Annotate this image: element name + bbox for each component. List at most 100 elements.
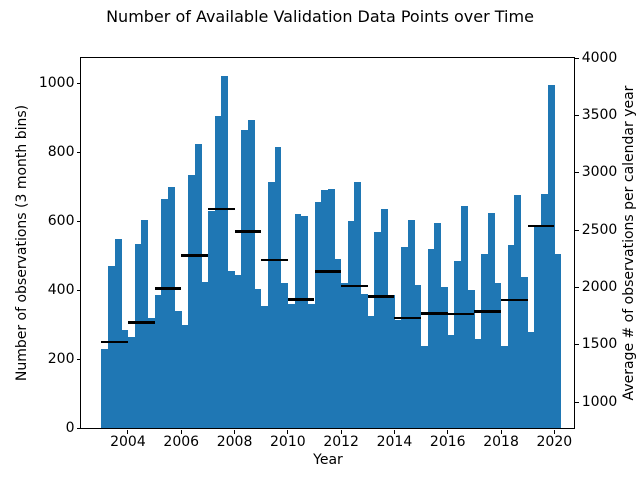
bar	[307, 304, 315, 429]
x-tick-mark	[234, 429, 236, 434]
bar	[514, 195, 522, 429]
year-average-marker	[341, 284, 368, 288]
x-tick-label: 2010	[270, 434, 306, 450]
y-tick-mark-left	[76, 82, 81, 84]
bar	[194, 143, 202, 429]
bar	[454, 260, 462, 429]
bar	[554, 254, 562, 429]
bar	[214, 116, 222, 429]
bar	[547, 85, 555, 429]
bar	[167, 186, 175, 429]
x-tick-label: 2016	[429, 434, 466, 450]
bar	[241, 129, 249, 429]
y-tick-mark-right	[574, 57, 579, 59]
bar	[147, 317, 155, 429]
year-average-marker	[314, 270, 342, 273]
y-tick-label-left: 200	[47, 350, 75, 367]
year-average-marker	[207, 207, 235, 211]
y-tick-label-right: 2500	[581, 221, 618, 238]
y-tick-label-right: 2000	[581, 279, 618, 295]
y-tick-label-left: 800	[47, 143, 75, 160]
year-average-marker	[367, 295, 395, 298]
bar	[314, 202, 322, 429]
bar	[321, 190, 329, 429]
bar	[254, 288, 262, 429]
x-tick-mark	[553, 429, 555, 434]
y-tick-label-right: 4000	[581, 49, 618, 66]
year-average-marker	[234, 230, 262, 233]
bar	[261, 305, 269, 429]
y-tick-mark-left	[76, 427, 81, 429]
bar	[387, 295, 395, 429]
bar	[447, 335, 455, 429]
y-tick-label-left: 0	[65, 419, 75, 436]
bar	[107, 266, 115, 429]
bar	[187, 174, 195, 429]
year-average-marker	[101, 340, 128, 344]
bar	[127, 336, 135, 429]
y-tick-mark-right	[574, 344, 579, 346]
bar	[294, 214, 302, 429]
y-tick-label-right: 1000	[581, 393, 618, 410]
y-tick-mark-right	[574, 287, 579, 288]
bar	[161, 198, 169, 429]
bar	[114, 238, 122, 429]
bar	[234, 274, 242, 429]
bar	[374, 231, 382, 429]
x-axis-label: Year	[313, 452, 343, 468]
x-tick-mark	[127, 429, 129, 434]
bar	[227, 271, 235, 429]
bar	[207, 210, 215, 429]
bar	[487, 212, 495, 429]
y-tick-mark-right	[574, 172, 579, 174]
x-tick-label: 2004	[110, 434, 146, 450]
bar	[407, 219, 415, 429]
x-tick-label: 2006	[163, 434, 200, 450]
bar	[221, 76, 229, 429]
y-tick-mark-right	[574, 115, 579, 117]
x-tick-label: 2020	[536, 434, 573, 450]
bar	[361, 293, 369, 429]
bar	[481, 254, 488, 429]
x-tick-label: 2014	[376, 434, 413, 450]
bar	[441, 286, 449, 429]
bar	[341, 283, 349, 429]
bar	[134, 243, 142, 429]
year-average-marker	[394, 316, 422, 320]
y-tick-label-left: 600	[47, 212, 75, 229]
year-average-marker	[501, 298, 528, 302]
year-average-marker	[527, 224, 555, 228]
y-tick-mark-left	[76, 151, 81, 153]
bar	[281, 283, 289, 429]
bar	[507, 245, 515, 429]
year-average-marker	[287, 298, 315, 301]
bar	[334, 259, 342, 429]
y-axis-label-right-text: Average # of observations per calendar y…	[621, 85, 637, 401]
year-average-marker	[261, 258, 288, 262]
x-tick-mark	[180, 429, 182, 434]
year-average-marker	[181, 254, 208, 257]
bar	[247, 119, 255, 429]
chart-title: Number of Available Validation Data Poin…	[106, 7, 534, 26]
bar	[381, 209, 389, 429]
bar	[154, 295, 162, 429]
y-tick-mark-right	[574, 401, 579, 403]
bar	[101, 348, 109, 429]
bar	[461, 205, 469, 429]
y-tick-label-left: 400	[47, 281, 75, 298]
bar	[287, 304, 295, 429]
bar	[521, 276, 528, 429]
x-tick-label: 2012	[323, 434, 359, 450]
bar	[121, 329, 129, 429]
x-tick-mark	[340, 429, 342, 434]
y-tick-mark-right	[574, 229, 579, 231]
bar	[174, 311, 182, 429]
year-average-marker	[447, 312, 475, 316]
year-average-marker	[154, 287, 182, 290]
bar	[327, 188, 335, 429]
y-tick-mark-left	[76, 358, 81, 360]
bar	[467, 290, 475, 429]
year-average-marker	[127, 321, 155, 324]
year-average-marker	[421, 312, 448, 315]
